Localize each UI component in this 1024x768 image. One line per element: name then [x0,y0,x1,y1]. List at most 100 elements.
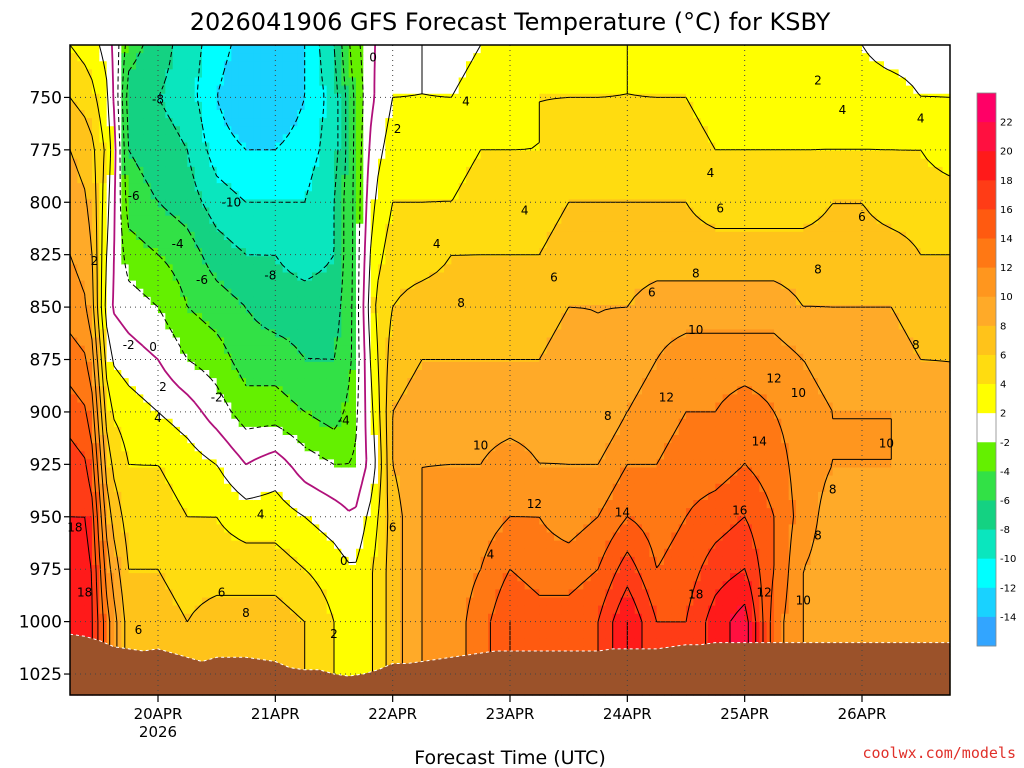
temperature-cell [363,223,372,233]
temperature-cell [385,321,394,330]
temperature-cell [224,53,232,62]
temperature-cell [429,158,438,168]
temperature-cell [238,150,247,160]
temperature-cell [517,93,526,103]
temperature-cell [524,150,533,160]
temperature-cell [150,589,159,599]
temperature-cell [363,426,372,436]
temperature-cell [143,621,152,631]
temperature-cell [524,61,533,70]
temperature-cell [502,337,511,347]
temperature-cell [451,77,460,87]
temperature-cell [224,85,232,95]
temperature-cell [297,662,306,672]
temperature-cell [378,183,386,192]
temperature-cell [282,45,291,54]
temperature-cell [473,410,482,420]
temperature-cell [187,329,196,339]
temperature-cell [172,565,181,574]
temperature-cell [268,231,276,241]
temperature-cell [202,418,210,428]
temperature-cell [378,410,386,420]
temperature-cell [517,175,526,184]
temperature-cell [202,240,210,249]
temperature-cell [128,443,137,452]
temperature-cell [187,475,196,485]
temperature-cell [224,426,232,436]
temperature-cell [348,191,357,200]
temperature-cell [370,378,379,387]
temperature-cell [517,353,526,363]
temperature-cell [70,475,78,485]
temperature-cell [495,69,504,79]
temperature-cell [246,516,254,525]
temperature-cell [407,500,416,509]
temperature-cell [143,516,152,525]
temperature-cell [282,223,291,233]
temperature-cell [422,654,430,664]
temperature-cell [99,467,108,477]
temperature-cell [136,500,144,509]
temperature-cell [392,101,401,111]
temperature-cell [502,329,511,339]
temperature-cell [275,386,284,395]
temperature-cell [121,215,130,225]
temperature-cell [444,61,452,70]
temperature-cell [473,248,482,257]
temperature-cell [466,150,474,160]
temperature-cell [128,613,137,623]
temperature-cell [216,386,225,395]
temperature-cell [136,199,144,209]
temperature-cell [334,565,342,574]
temperature-cell [495,418,504,428]
temperature-cell [392,329,401,339]
temperature-cell [282,199,291,209]
temperature-cell [348,597,357,607]
temperature-cell [436,646,445,655]
temperature-cell [385,118,394,127]
temperature-cell [77,345,86,355]
temperature-cell [187,361,196,371]
temperature-cell [209,345,218,355]
temperature-cell [378,443,386,452]
temperature-cell [84,110,93,119]
temperature-cell [319,565,328,574]
temperature-cell [510,101,518,111]
temperature-cell [216,378,225,387]
temperature-cell [128,524,137,534]
temperature-cell [246,280,254,290]
temperature-cell [246,353,254,363]
temperature-cell [165,296,174,306]
temperature-cell [363,410,372,420]
temperature-cell [414,93,423,103]
temperature-cell [319,45,328,54]
temperature-cell [268,532,276,542]
temperature-cell [275,345,284,355]
temperature-cell [451,166,460,176]
temperature-cell [114,69,122,79]
temperature-cell [400,248,408,257]
temperature-cell [143,223,152,233]
temperature-cell [334,475,342,485]
temperature-cell [77,426,86,436]
temperature-cell [480,402,489,412]
temperature-cell [502,175,511,184]
temperature-cell [114,410,122,420]
temperature-cell [356,248,364,257]
temperature-cell [407,475,416,485]
temperature-cell [363,69,372,79]
temperature-cell [407,524,416,534]
temperature-cell [451,321,460,330]
temperature-cell [348,451,357,460]
temperature-cell [334,248,342,257]
temperature-cell [422,524,430,534]
temperature-cell [370,231,379,241]
temperature-cell [194,337,203,347]
temperature-cell [92,45,100,54]
temperature-cell [517,158,526,168]
temperature-cell [70,118,78,127]
temperature-cell [378,654,386,664]
temperature-cell [297,573,306,582]
temperature-cell [334,305,342,314]
temperature-cell [400,613,408,623]
